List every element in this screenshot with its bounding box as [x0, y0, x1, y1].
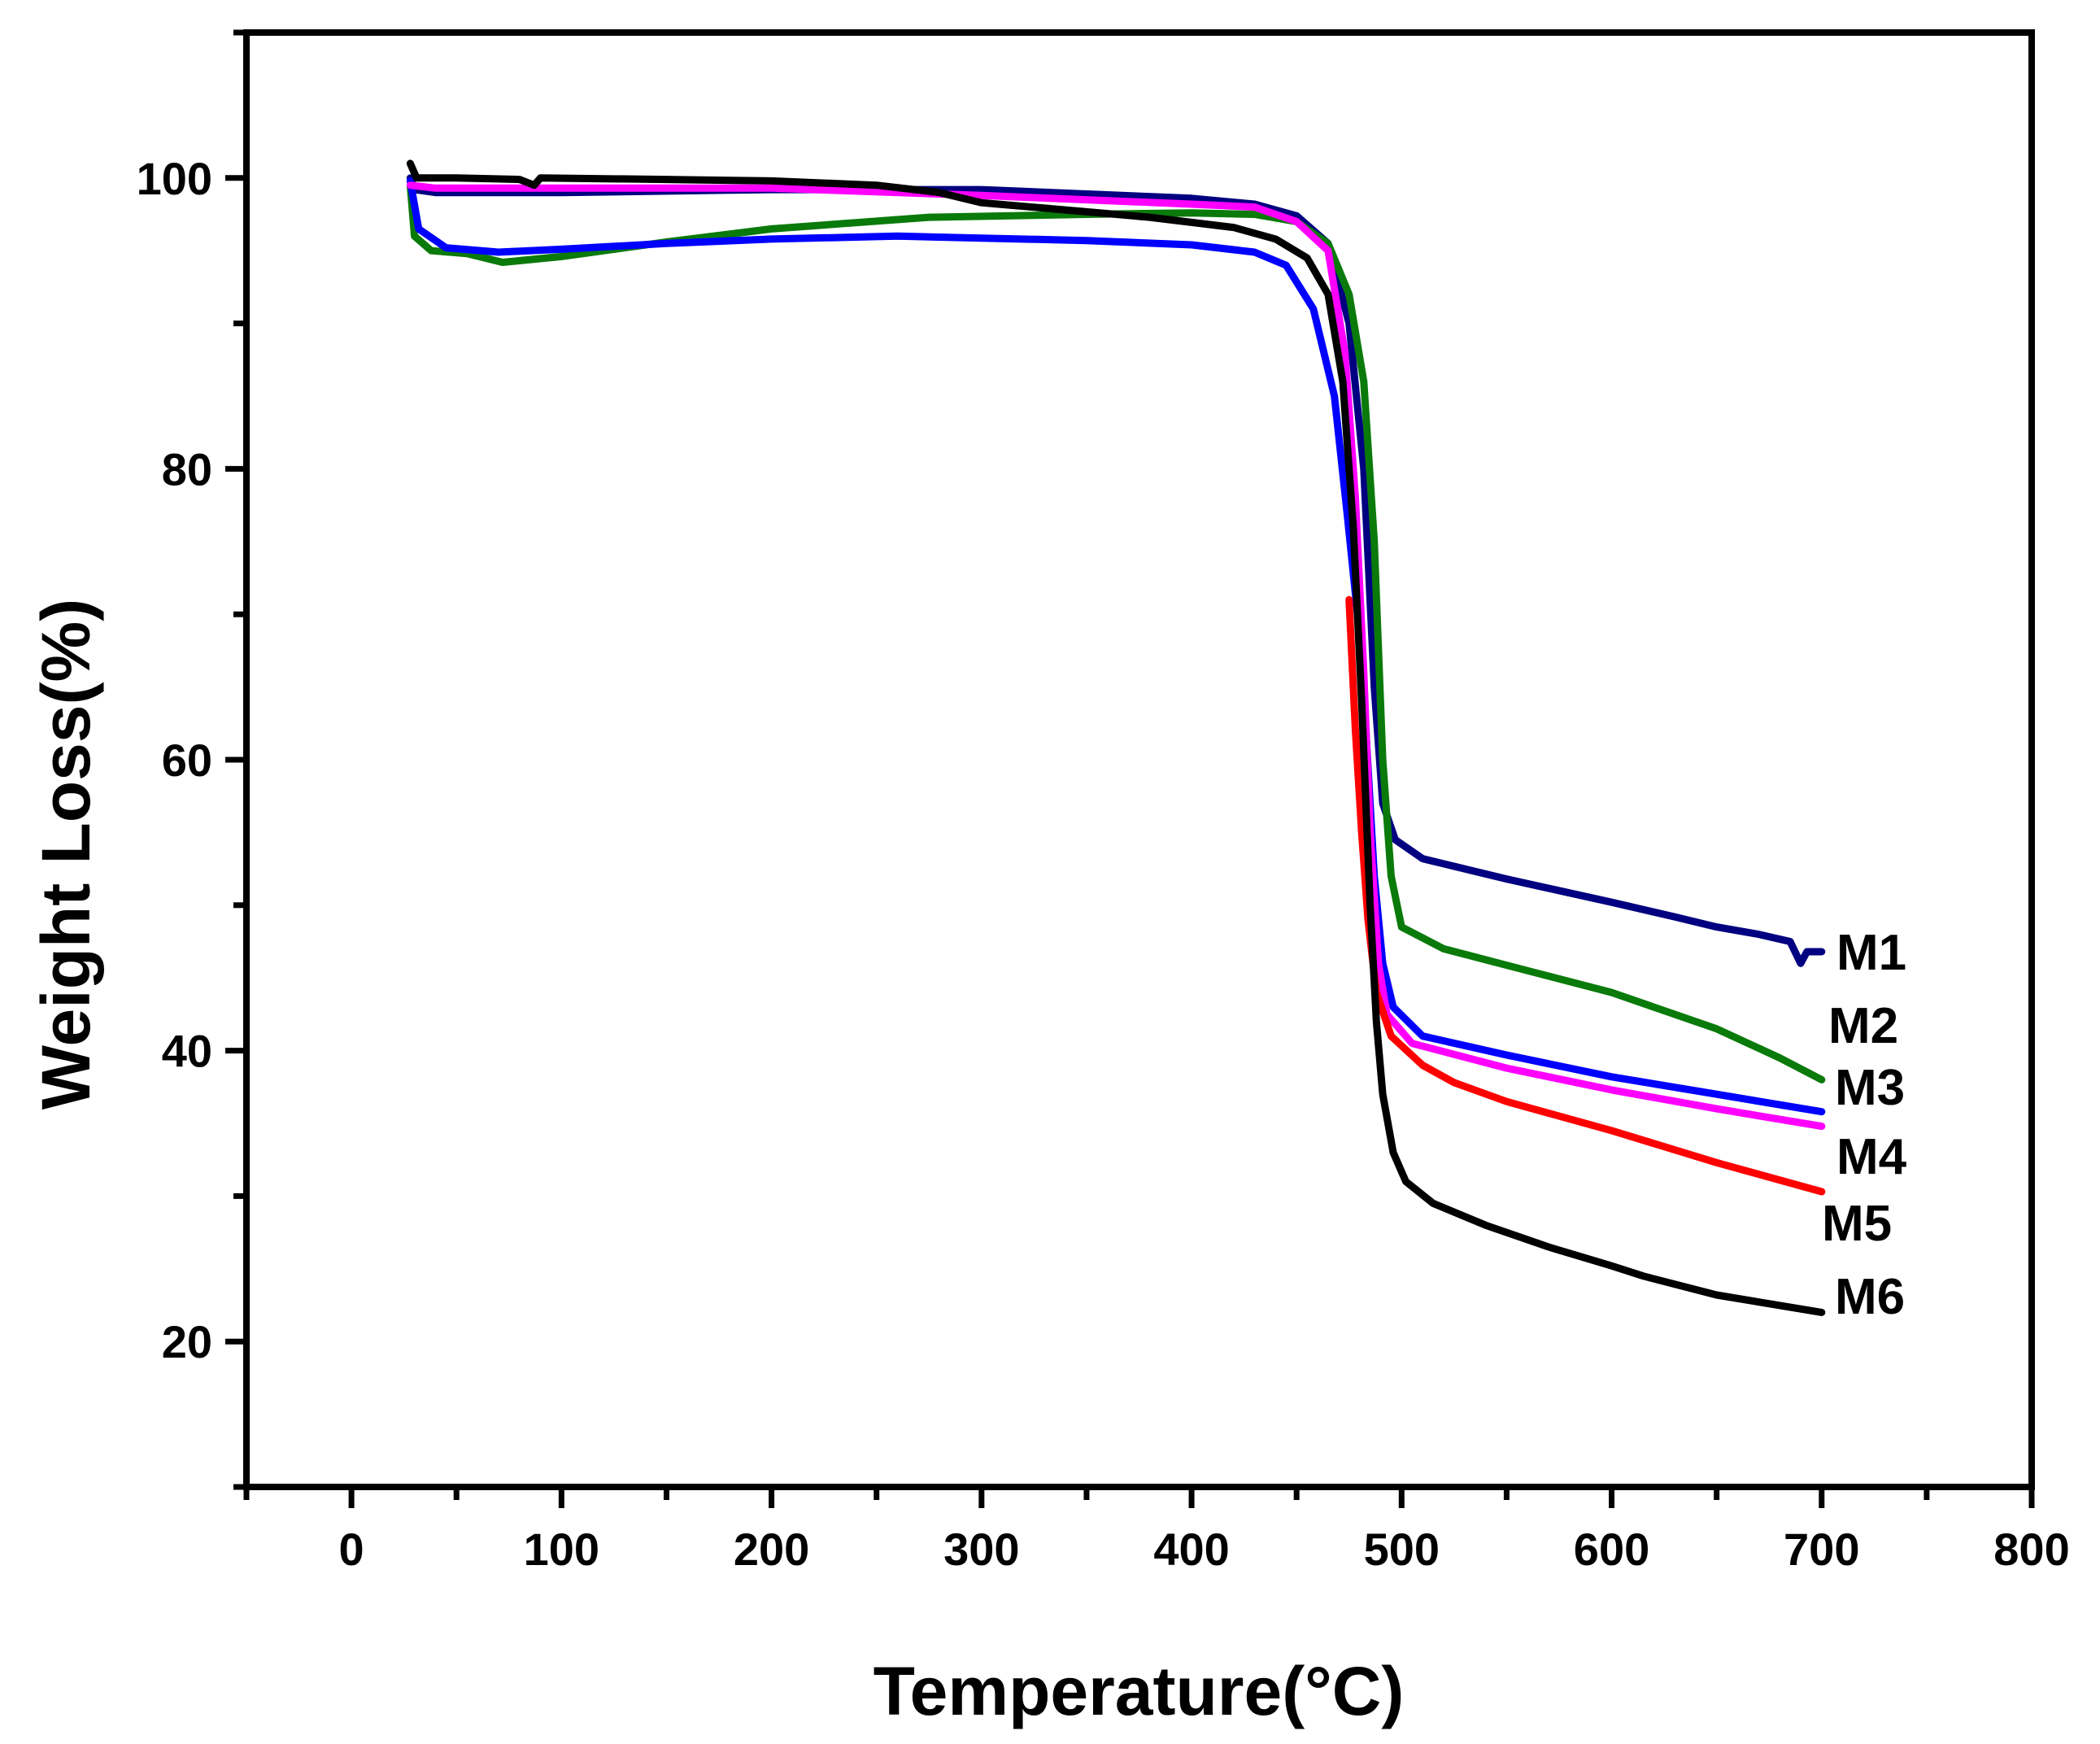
- x-tick-label: 100: [524, 1524, 599, 1575]
- series-label-m3: M3: [1835, 1060, 1905, 1116]
- x-tick-label: 500: [1364, 1524, 1440, 1575]
- x-tick-label: 400: [1153, 1524, 1229, 1575]
- series-line-m2: [406, 181, 1826, 1083]
- x-tick-label: 0: [339, 1524, 364, 1575]
- x-tick-label: 600: [1574, 1524, 1649, 1575]
- series-line-m5: [1345, 595, 1826, 1196]
- series-line-m3: [406, 177, 1826, 1116]
- y-tick-label: 80: [162, 443, 212, 495]
- y-tick-label: 100: [137, 153, 212, 204]
- x-tick-label: 700: [1784, 1524, 1859, 1575]
- y-tick-label: 20: [162, 1316, 212, 1367]
- x-tick-label: 200: [734, 1524, 809, 1575]
- series-label-m1: M1: [1836, 925, 1906, 981]
- y-tick-label: 60: [162, 735, 212, 786]
- x-tick-label: 300: [943, 1524, 1019, 1575]
- series-label-m4: M4: [1836, 1129, 1907, 1185]
- series-label-m5: M5: [1822, 1196, 1892, 1252]
- x-axis-title: Temperature(°C): [874, 1653, 1405, 1729]
- series-label-m6: M6: [1835, 1269, 1905, 1325]
- x-tick-label: 800: [1993, 1524, 2069, 1575]
- y-axis-title: Weight Loss(%): [28, 599, 104, 1110]
- series-line-m6: [406, 159, 1826, 1316]
- series-line-m1: [406, 174, 1826, 967]
- y-tick-label: 40: [162, 1026, 212, 1077]
- series-line-m4: [406, 181, 1826, 1131]
- series-label-m2: M2: [1828, 998, 1898, 1054]
